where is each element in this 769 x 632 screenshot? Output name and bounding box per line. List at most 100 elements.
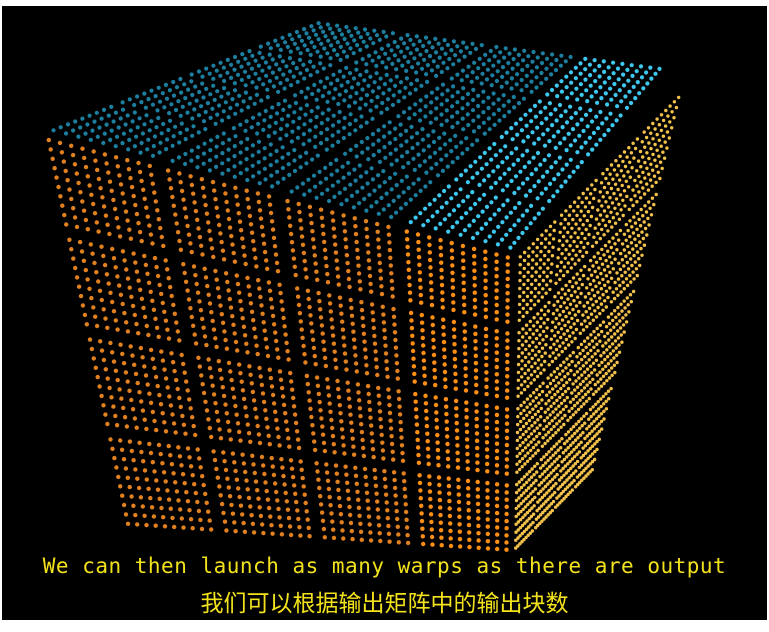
cube-dot (542, 427, 546, 431)
cube-dot (292, 41, 297, 46)
cube-dot (584, 196, 589, 200)
cube-dot (546, 258, 550, 262)
cube-dot (271, 401, 277, 406)
cube-dot (494, 393, 500, 399)
cube-dot (507, 167, 512, 172)
cube-dot (527, 426, 531, 431)
cube-dot (589, 348, 593, 353)
cube-dot (539, 489, 543, 493)
cube-dot (599, 404, 603, 409)
cube-dot (527, 352, 531, 356)
cube-dot (418, 488, 423, 493)
cube-dot (604, 258, 608, 263)
cube-dot (567, 476, 571, 480)
cube-dot (610, 335, 614, 339)
cube-dot (314, 195, 319, 200)
cube-dot (554, 375, 559, 379)
cube-dot (635, 80, 640, 85)
cube-dot (333, 250, 339, 255)
cube-dot (558, 63, 564, 68)
cube-dot (548, 287, 552, 292)
cube-dot (592, 58, 597, 63)
cube-dot (561, 466, 565, 471)
cube-dot (530, 424, 534, 428)
cube-dot (615, 271, 619, 275)
cube-dot (214, 144, 219, 149)
cube-dot (516, 101, 522, 106)
cube-dot (431, 139, 437, 145)
cube-dot (441, 339, 447, 345)
cube-dot (535, 245, 539, 250)
cube-dot (131, 458, 136, 463)
cube-dot (559, 327, 564, 331)
cube-dot (561, 234, 566, 239)
cube-dot (475, 445, 480, 451)
cube-dot (158, 451, 163, 457)
cube-dot (263, 177, 268, 182)
cube-dot (437, 490, 442, 495)
cube-dot (210, 106, 215, 111)
cube-dot (335, 266, 340, 271)
cube-dot (619, 290, 623, 294)
cube-dot (236, 211, 241, 216)
cube-dot (583, 421, 587, 425)
cube-dot (113, 155, 119, 160)
cube-dot (268, 142, 273, 147)
cube-dot (534, 65, 540, 70)
cube-dot (635, 184, 639, 188)
cube-dot (548, 495, 552, 499)
cube-dot (195, 447, 200, 452)
cube-dot (468, 50, 473, 55)
cube-dot (155, 273, 161, 279)
video-player[interactable]: We can then launch as many warps as ther… (2, 6, 767, 620)
cube-dot (447, 212, 452, 217)
cube-dot (554, 347, 559, 352)
cube-dot (251, 530, 257, 535)
cube-dot (611, 318, 615, 323)
cube-dot (102, 131, 107, 136)
cube-dot (386, 531, 392, 536)
cube-dot (138, 495, 144, 500)
cube-dot (475, 171, 480, 176)
cube-dot (337, 69, 342, 74)
cube-dot (217, 222, 222, 228)
cube-dot (523, 371, 527, 376)
cube-dot (363, 474, 368, 480)
cube-dot (578, 398, 582, 402)
cube-dot (515, 438, 520, 443)
cube-dot (99, 297, 105, 303)
cube-dot (588, 470, 592, 474)
cube-dot (273, 120, 278, 125)
cube-dot (207, 518, 212, 523)
front-face-tile (417, 473, 509, 552)
cube-dot (544, 229, 548, 233)
cube-dot (259, 303, 264, 308)
cube-dot (527, 254, 531, 258)
cube-dot (406, 160, 411, 166)
cube-dot (366, 506, 371, 511)
cube-dot (408, 298, 413, 303)
cube-dot (174, 85, 180, 90)
cube-dot (133, 512, 138, 518)
cube-dot (322, 85, 327, 90)
cube-dot (612, 81, 617, 87)
cube-dot (290, 37, 295, 42)
cube-dot (661, 118, 666, 123)
cube-dot (556, 256, 560, 260)
cube-dot (521, 58, 526, 63)
cube-dot (438, 253, 444, 258)
cube-dot (455, 72, 460, 77)
cube-dot (226, 485, 231, 490)
cube-dot (390, 61, 395, 66)
cube-dot (539, 406, 543, 411)
cube-dot (342, 36, 347, 42)
cube-dot (342, 125, 347, 130)
cube-dot (572, 200, 577, 204)
cube-dot (536, 312, 540, 316)
cube-dot (193, 341, 199, 346)
cube-dot (134, 321, 139, 327)
cube-dot (312, 253, 317, 258)
cube-dot (602, 381, 606, 386)
cube-dot (506, 60, 511, 66)
cube-dot (334, 258, 339, 263)
